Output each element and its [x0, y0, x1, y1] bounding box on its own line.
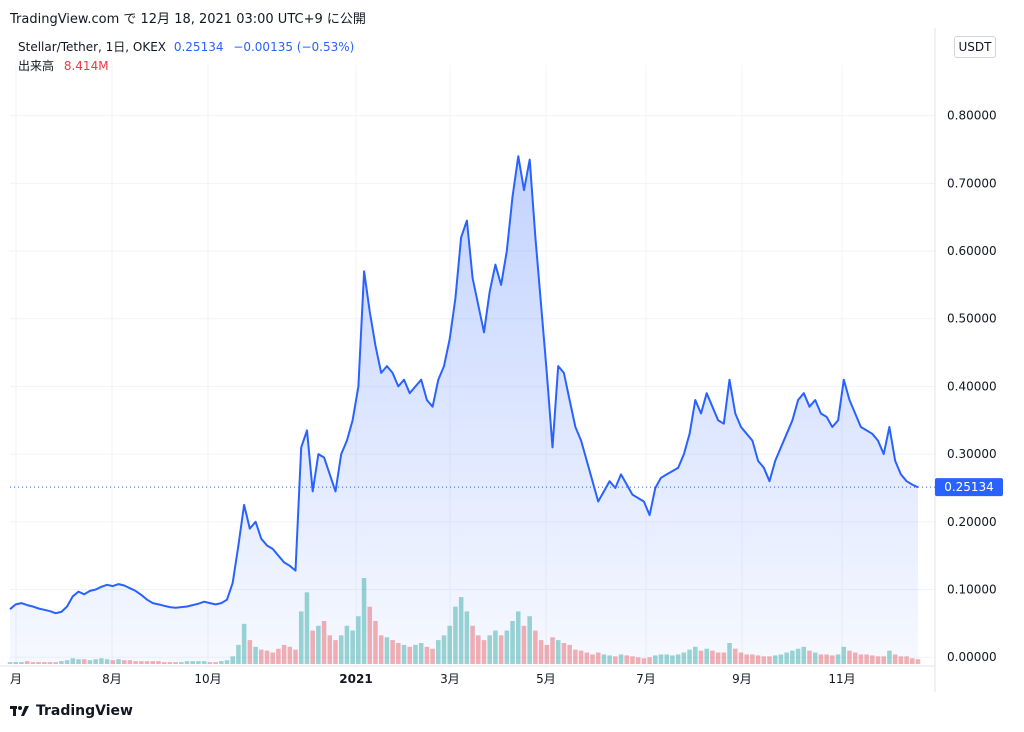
y-tick-label: 0.50000	[947, 312, 997, 326]
x-tick-label: 5月	[536, 672, 556, 686]
price-area-fill	[10, 156, 918, 664]
x-tick-label: 9月	[732, 672, 752, 686]
y-tick-label: 0.00000	[947, 650, 997, 664]
last-price: 0.25134	[173, 40, 224, 54]
currency-button[interactable]: USDT	[954, 36, 996, 58]
y-tick-label: 0.30000	[947, 447, 997, 461]
volume-legend: 出来高 8.414M	[18, 57, 109, 74]
tradingview-logo-icon	[10, 706, 29, 716]
last-price-label: 0.25134	[944, 480, 994, 494]
x-tick-label: 2021	[339, 672, 372, 686]
y-tick-label: 0.70000	[947, 176, 997, 190]
y-tick-label: 0.80000	[947, 109, 997, 123]
publish-header: TradingView.com で 12月 18, 2021 03:00 UTC…	[10, 12, 366, 27]
y-tick-label: 0.20000	[947, 515, 997, 529]
x-tick-label: 月	[10, 672, 22, 686]
brand-label: TradingView	[36, 703, 133, 719]
x-tick-label: 3月	[440, 672, 460, 686]
y-tick-label: 0.10000	[947, 583, 997, 597]
volume-label: 出来高	[18, 59, 55, 73]
symbol-legend: Stellar/Tether, 1日, OKEX 0.25134 −0.0013…	[18, 38, 354, 55]
volume-value: 8.414M	[63, 59, 109, 73]
x-tick-label: 10月	[194, 672, 221, 686]
last-price-label-box	[935, 478, 1003, 497]
tradingview-logo: TradingView	[10, 703, 133, 719]
x-tick-label: 8月	[102, 672, 122, 686]
x-tick-label: 11月	[828, 672, 855, 686]
price-line[interactable]	[9, 155, 919, 615]
y-tick-label: 0.40000	[947, 379, 997, 393]
symbol-name[interactable]: Stellar/Tether, 1日, OKEX	[18, 40, 167, 54]
price-change: −0.00135 (−0.53%)	[233, 40, 355, 54]
x-tick-label: 7月	[636, 672, 656, 686]
y-tick-label: 0.60000	[947, 244, 997, 258]
